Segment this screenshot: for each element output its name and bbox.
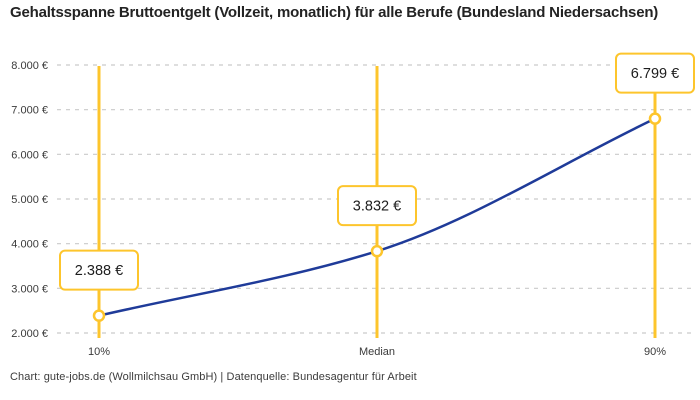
y-axis-tick-label: 8.000 € — [11, 60, 48, 72]
value-label-box — [337, 185, 417, 227]
value-label: 6.799 € — [631, 66, 679, 82]
chart-title: Gehaltsspanne Bruttoentgelt (Vollzeit, m… — [10, 4, 659, 21]
y-axis-tick-label: 5.000 € — [11, 194, 48, 206]
x-axis-tick-label: 10% — [88, 346, 110, 358]
x-axis-tick-label: 90% — [644, 346, 666, 358]
x-axis-tick-label: Median — [359, 346, 395, 358]
y-axis-tick-label: 3.000 € — [11, 283, 48, 295]
y-axis-tick-label: 2.000 € — [11, 328, 48, 340]
data-point-marker — [648, 112, 662, 125]
data-point-marker — [92, 309, 106, 322]
value-label: 3.832 € — [353, 199, 401, 215]
chart-credit: Chart: gute-jobs.de (Wollmilchsau GmbH) … — [10, 371, 417, 383]
data-point-marker — [370, 244, 384, 258]
y-axis-tick-label: 6.000 € — [11, 149, 48, 161]
value-label: 2.388 € — [75, 263, 123, 279]
y-axis-tick-label: 4.000 € — [11, 239, 48, 251]
value-label-box — [59, 249, 139, 291]
y-axis-tick-label: 7.000 € — [11, 105, 48, 117]
value-label-box — [615, 52, 695, 94]
